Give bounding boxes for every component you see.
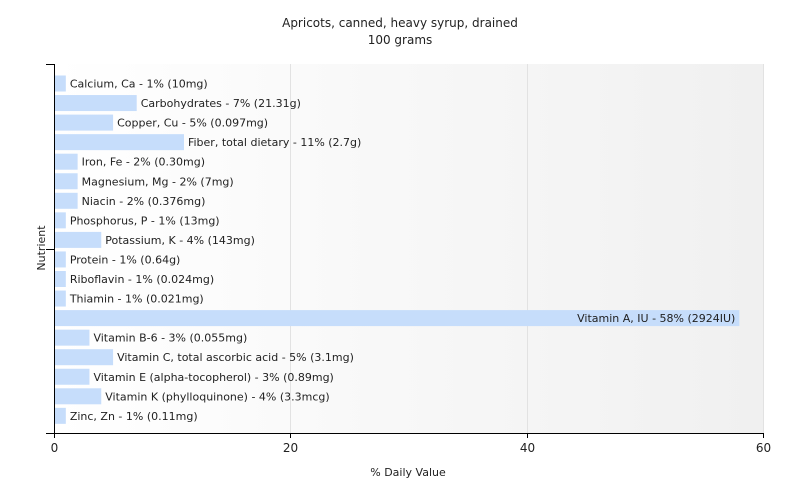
plot-area — [54, 64, 763, 433]
bar-label: Magnesium, Mg - 2% (7mg) — [82, 175, 234, 188]
bar — [55, 192, 78, 209]
bar-label: Vitamin B-6 - 3% (0.055mg) — [93, 332, 247, 345]
bar — [55, 251, 66, 268]
bar — [55, 95, 137, 112]
bar-label: Calcium, Ca - 1% (10mg) — [70, 78, 208, 91]
bar-labels: Calcium, Ca - 1% (10mg) Carbohydrates - 7… — [69, 78, 736, 423]
axes — [46, 64, 764, 438]
x-tick-label: 0 — [51, 441, 59, 455]
bar-label: Vitamin A, IU - 58% (2924IU) — [577, 312, 735, 325]
bar — [55, 329, 90, 346]
bar-label: Vitamin C, total ascorbic acid - 5% (3.1… — [117, 351, 354, 364]
bar-label: Copper, Cu - 5% (0.097mg) — [117, 117, 268, 130]
y-axis-title: Nutrient — [35, 225, 48, 271]
bar-label: Iron, Fe - 2% (0.30mg) — [82, 156, 205, 169]
chart-title: Apricots, canned, heavy syrup, drained — [282, 16, 518, 30]
chart-subtitle: 100 grams — [368, 33, 433, 47]
bar-label: Vitamin E (alpha-tocopherol) - 3% (0.89m… — [93, 371, 333, 384]
bars — [55, 75, 740, 424]
bar — [55, 212, 66, 229]
bar — [55, 271, 66, 287]
bar — [55, 134, 184, 151]
bar — [55, 231, 102, 248]
bar — [55, 173, 78, 190]
bar-label: Carbohydrates - 7% (21.31g) — [141, 97, 301, 110]
grid-lines — [290, 64, 764, 433]
bar — [55, 407, 66, 424]
bar — [55, 114, 114, 131]
bar-label: Vitamin K (phylloquinone) - 4% (3.3mcg) — [105, 390, 329, 403]
x-tick-label: 40 — [520, 441, 535, 455]
bar-label: Fiber, total dietary - 11% (2.7g) — [188, 136, 361, 149]
bar-label: Riboflavin - 1% (0.024mg) — [70, 273, 214, 286]
x-tick-label: 20 — [283, 441, 298, 455]
bar-label: Potassium, K - 4% (143mg) — [105, 234, 255, 247]
bar-label: Zinc, Zn - 1% (0.11mg) — [70, 410, 198, 423]
bar-label: Thiamin - 1% (0.021mg) — [69, 293, 204, 306]
x-tick-labels: 0 20 40 60 — [51, 441, 771, 455]
bar — [55, 153, 78, 170]
bar-label: Niacin - 2% (0.376mg) — [82, 195, 206, 208]
x-axis-title: % Daily Value — [370, 466, 446, 479]
bar — [55, 310, 740, 327]
bar-label: Protein - 1% (0.64g) — [70, 253, 181, 266]
bar — [55, 75, 66, 92]
x-tick-label: 60 — [756, 441, 771, 455]
bar-label: Phosphorus, P - 1% (13mg) — [70, 214, 220, 227]
bar — [55, 290, 66, 307]
bar — [55, 388, 102, 405]
bar — [55, 368, 90, 385]
bar — [55, 349, 114, 366]
